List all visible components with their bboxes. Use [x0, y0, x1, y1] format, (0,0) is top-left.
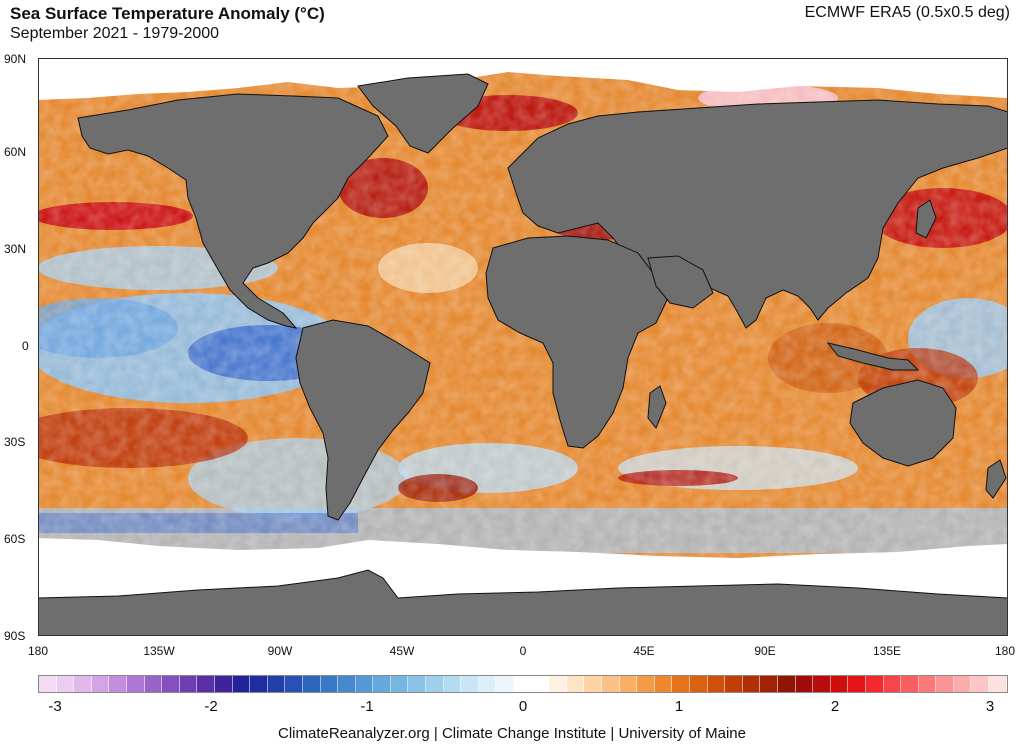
south-america-landmass [295, 319, 431, 521]
colorbar-cell [971, 676, 990, 692]
colorbar-cell [338, 676, 356, 692]
lon-label-45w: 45W [389, 644, 415, 658]
colorbar-cell [637, 676, 655, 692]
colorbar-cell [883, 676, 902, 692]
colorbar-tick-2: 2 [830, 698, 840, 715]
colorbar-cell [654, 676, 673, 692]
lon-label-135e: 135E [872, 644, 902, 658]
colorbar-cell [936, 676, 954, 692]
madagascar-landmass [647, 385, 667, 429]
colorbar-cell [179, 676, 198, 692]
colorbar-cell [250, 676, 268, 692]
lat-label-60n: 60N [4, 145, 27, 159]
colorbar-cell [725, 676, 743, 692]
colorbar-cell [865, 676, 884, 692]
lon-label-0: 0 [519, 644, 527, 658]
lon-label-90e: 90E [754, 644, 776, 658]
colorbar-cell [144, 676, 163, 692]
lat-label-90s: 90S [4, 629, 26, 643]
colorbar-cell [232, 676, 251, 692]
anomaly-map [38, 58, 1008, 636]
colorbar-cell [74, 676, 92, 692]
colorbar-cell [813, 676, 831, 692]
footer-credit: ClimateReanalyzer.org | Climate Change I… [278, 725, 746, 742]
colorbar-cell [848, 676, 866, 692]
colorbar-cell [531, 676, 550, 692]
lat-label-60s: 60S [4, 532, 26, 546]
colorbar-cell [689, 676, 708, 692]
colorbar-cell [285, 676, 303, 692]
lon-label-180w: 180 [27, 644, 49, 658]
data-source: ECMWF ERA5 (0.5x0.5 deg) [804, 4, 1010, 21]
colorbar-tick-minus-3: -3 [48, 698, 62, 715]
lat-label-90n: 90N [4, 52, 27, 66]
colorbar-cell [742, 676, 761, 692]
arctic-sea-ice [38, 58, 1008, 100]
colorbar-cell [514, 676, 532, 692]
colorbar-tick-0: 0 [518, 698, 528, 715]
lon-label-45e: 45E [633, 644, 655, 658]
colorbar-cell [267, 676, 286, 692]
colorbar-cell [214, 676, 233, 692]
colorbar-cell [56, 676, 75, 692]
colorbar-cell [461, 676, 479, 692]
lat-label-0: 0 [22, 339, 29, 353]
africa-landmass [485, 235, 669, 449]
arabian-peninsula-landmass [647, 255, 714, 309]
map-title: Sea Surface Temperature Anomaly (°C) [10, 4, 325, 23]
colorbar-cell [953, 676, 972, 692]
japan-islands [915, 199, 937, 239]
lon-label-90w: 90W [267, 644, 293, 658]
colorbar-cell [39, 676, 57, 692]
lat-label-30s: 30S [4, 435, 26, 449]
colorbar-cell [162, 676, 180, 692]
antarctica-landmass [38, 569, 1008, 636]
colorbar-tick-1: 1 [674, 698, 684, 715]
lon-label-180e: 180 [994, 644, 1016, 658]
colorbar-cell [566, 676, 585, 692]
colorbar-cell [830, 676, 849, 692]
north-america-landmass [77, 93, 389, 329]
colorbar-cell [707, 676, 726, 692]
indonesia-islands [826, 342, 920, 371]
colorbar-cell [91, 676, 110, 692]
europe-asia-landmass [507, 99, 1008, 329]
colorbar-cell [496, 676, 515, 692]
colorbar-cell [584, 676, 602, 692]
new-zealand-landmass [985, 459, 1007, 499]
map-frame [38, 58, 1008, 636]
colorbar-cell [619, 676, 638, 692]
australia-landmass [849, 379, 957, 467]
colorbar-cell [109, 676, 127, 692]
lon-label-135w: 135W [143, 644, 175, 658]
colorbar-cell [126, 676, 145, 692]
colorbar-cell [549, 676, 567, 692]
map-subtitle: September 2021 - 1979-2000 [10, 25, 220, 42]
colorbar-cell [426, 676, 444, 692]
colorbar-cell [478, 676, 497, 692]
colorbar-cell [901, 676, 919, 692]
colorbar-cell [408, 676, 427, 692]
colorbar-cell [672, 676, 690, 692]
colorbar-cell [795, 676, 814, 692]
colorbar-cell [443, 676, 462, 692]
colorbar-cell [355, 676, 374, 692]
colorbar-tick-minus-2: -2 [204, 698, 218, 715]
lat-label-30n: 30N [4, 242, 27, 256]
colorbar-tick-3: 3 [985, 698, 995, 715]
greenland-landmass [357, 73, 489, 154]
colorbar-cell [777, 676, 796, 692]
colorbar-cell [373, 676, 391, 692]
colorbar-cell [760, 676, 778, 692]
colorbar-cell [918, 676, 937, 692]
colorbar [38, 675, 1008, 693]
colorbar-tick-minus-1: -1 [360, 698, 374, 715]
colorbar-cell [302, 676, 321, 692]
colorbar-cell [602, 676, 620, 692]
colorbar-cell [320, 676, 339, 692]
colorbar-cell [197, 676, 215, 692]
colorbar-cell [390, 676, 409, 692]
map-canvas [38, 58, 1008, 636]
colorbar-cell [989, 676, 1007, 692]
